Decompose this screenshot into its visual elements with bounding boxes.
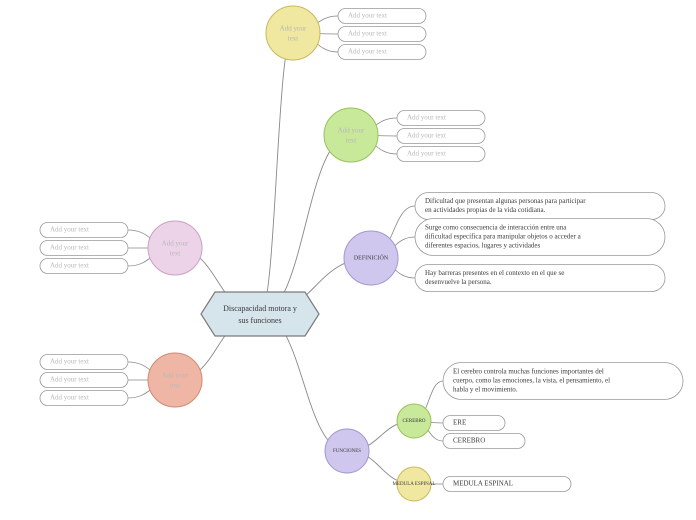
leaf-text: Add your text [50,394,89,402]
branch-label: text [170,382,181,390]
leaf-text: Add your text [407,150,446,158]
central-label: sus funciones [238,316,281,325]
leaf-text: Add your text [50,358,89,366]
branch-label: Add your [280,25,307,33]
leaf-text: Add your text [50,262,89,270]
branch-node-left1[interactable] [148,221,202,275]
leaf-text: Add your text [407,132,446,140]
branch-label: text [288,35,299,43]
subnode-label: MEDULA ESPINAL [393,482,436,487]
branch-node-left2[interactable] [148,353,202,407]
leaf-text: desenvuelve la persona. [425,278,492,286]
branch-label: Add your [162,240,189,248]
leaf-text: Add your text [348,12,387,20]
leaf-text: Add your text [407,114,446,122]
subnode-label: CEREBRO [402,419,425,424]
leaf-text: diferentes espacios, lugares y actividad… [425,242,541,250]
leaf-text: Add your text [50,244,89,252]
branch-label: text [346,137,357,145]
branch-label: Add your [162,372,189,380]
leaf-text: CEREBRO [453,437,485,445]
branch-node-top2[interactable] [324,108,378,162]
leaf-text: Add your text [50,226,89,234]
leaf-text: Hay barreras presentes en el contexto en… [425,269,564,277]
branch-label: DEFINICIÓN [354,253,389,261]
leaf-text: Surge como consecuencia de interacción e… [425,224,567,232]
leaf-text: El cerebro controla muchas funciones imp… [453,368,604,376]
leaf-text: habla y el movimiento. [453,386,518,394]
branch-label: FUNCIONES [333,449,361,454]
leaf-text: Add your text [348,30,387,38]
branch-label: Add your [338,127,365,135]
leaf-text: ERE [453,419,466,427]
central-node[interactable] [201,292,319,336]
leaf-text: dificultad específica para manipular obj… [425,233,582,241]
leaf-text: Add your text [348,48,387,56]
central-label: Discapacidad motora y [223,304,297,313]
leaf-text: Dificultad que presentan algunas persona… [425,197,586,205]
leaf-text: cuerpo, como las emociones, la vista, el… [453,377,610,385]
leaf-text: en actividades propias de la vida cotidi… [425,206,546,214]
branch-label: text [170,250,181,258]
branch-node-top1[interactable] [266,6,320,60]
leaf-text: MEDULA ESPINAL [453,480,513,488]
leaf-text: Add your text [50,376,89,384]
